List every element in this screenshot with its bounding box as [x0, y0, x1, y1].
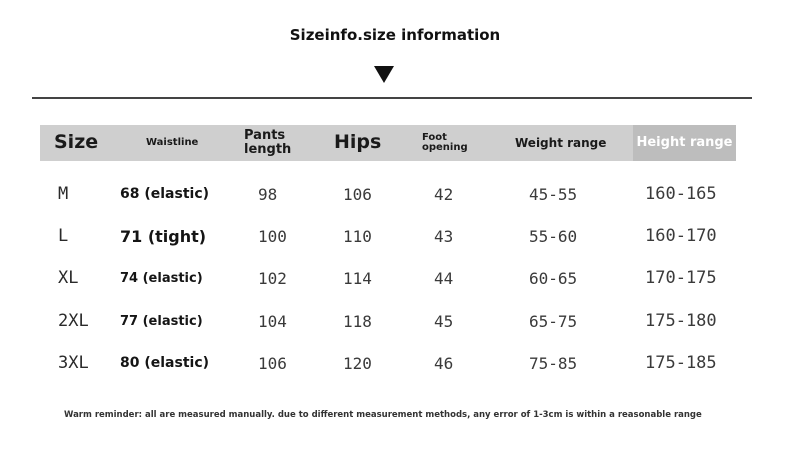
cell-height-range: 175-185	[645, 353, 717, 373]
cell-pants-length: 100	[258, 226, 287, 246]
cell-height-range: 160-165	[645, 184, 717, 204]
cell-waistline: 68 (elastic)	[120, 186, 210, 202]
table-row: XL 74 (elastic) 102 114 44 60-65 170-175	[0, 263, 790, 293]
cell-hips: 114	[343, 268, 372, 288]
table-row: 2XL 77 (elastic) 104 118 45 65-75 175-18…	[0, 306, 790, 336]
cell-foot-opening: 44	[434, 268, 454, 288]
cell-foot-opening: 43	[434, 226, 454, 246]
divider	[32, 97, 752, 99]
cell-foot-opening: 42	[434, 184, 454, 204]
header-height-range: Height range	[633, 125, 736, 161]
cell-weight-range: 55-60	[529, 226, 578, 246]
cell-waistline: 77 (elastic)	[120, 313, 203, 329]
cell-size: XL	[58, 268, 79, 288]
cell-pants-length: 98	[258, 184, 278, 204]
header-pants-length-line2: length	[244, 142, 292, 157]
table-header: Size Waistline Pants length Hips Foot op…	[40, 125, 736, 161]
cell-hips: 118	[343, 311, 372, 331]
down-arrow-icon	[374, 66, 394, 83]
cell-size: 2XL	[58, 311, 89, 331]
cell-pants-length: 106	[258, 353, 287, 373]
cell-height-range: 160-170	[645, 226, 717, 246]
cell-waistline: 80 (elastic)	[120, 355, 210, 371]
table-row: L 71 (tight) 100 110 43 55-60 160-170	[0, 221, 790, 251]
header-waistline: Waistline	[146, 136, 199, 148]
cell-height-range: 170-175	[645, 268, 717, 288]
header-pants-length: Pants length	[244, 125, 291, 161]
cell-size: 3XL	[58, 353, 89, 373]
cell-weight-range: 65-75	[529, 311, 578, 331]
header-foot-opening-line2: opening	[422, 142, 468, 153]
cell-weight-range: 75-85	[529, 353, 578, 373]
cell-waistline: 74 (elastic)	[120, 270, 203, 286]
warm-reminder-note: Warm reminder: all are measured manually…	[64, 410, 702, 420]
cell-hips: 110	[343, 226, 372, 246]
header-hips: Hips	[334, 131, 382, 154]
table-row: M 68 (elastic) 98 106 42 45-55 160-165	[0, 179, 790, 209]
cell-height-range: 175-180	[645, 311, 717, 331]
cell-foot-opening: 46	[434, 353, 454, 373]
cell-size: M	[58, 184, 69, 204]
cell-hips: 106	[343, 184, 372, 204]
header-foot-opening-line1: Foot	[422, 131, 447, 143]
table-row: 3XL 80 (elastic) 106 120 46 75-85 175-18…	[0, 348, 790, 378]
cell-weight-range: 45-55	[529, 184, 578, 204]
cell-hips: 120	[343, 353, 372, 373]
cell-waistline: 71 (tight)	[120, 226, 207, 246]
header-size: Size	[54, 131, 99, 154]
cell-pants-length: 102	[258, 268, 287, 288]
header-pants-length-line1: Pants	[244, 128, 286, 144]
header-foot-opening: Foot opening	[422, 125, 468, 161]
header-weight-range: Weight range	[515, 135, 607, 150]
cell-weight-range: 60-65	[529, 268, 578, 288]
page-title: Sizeinfo.size information	[289, 26, 501, 44]
cell-foot-opening: 45	[434, 311, 454, 331]
cell-pants-length: 104	[258, 311, 287, 331]
cell-size: L	[58, 226, 69, 246]
